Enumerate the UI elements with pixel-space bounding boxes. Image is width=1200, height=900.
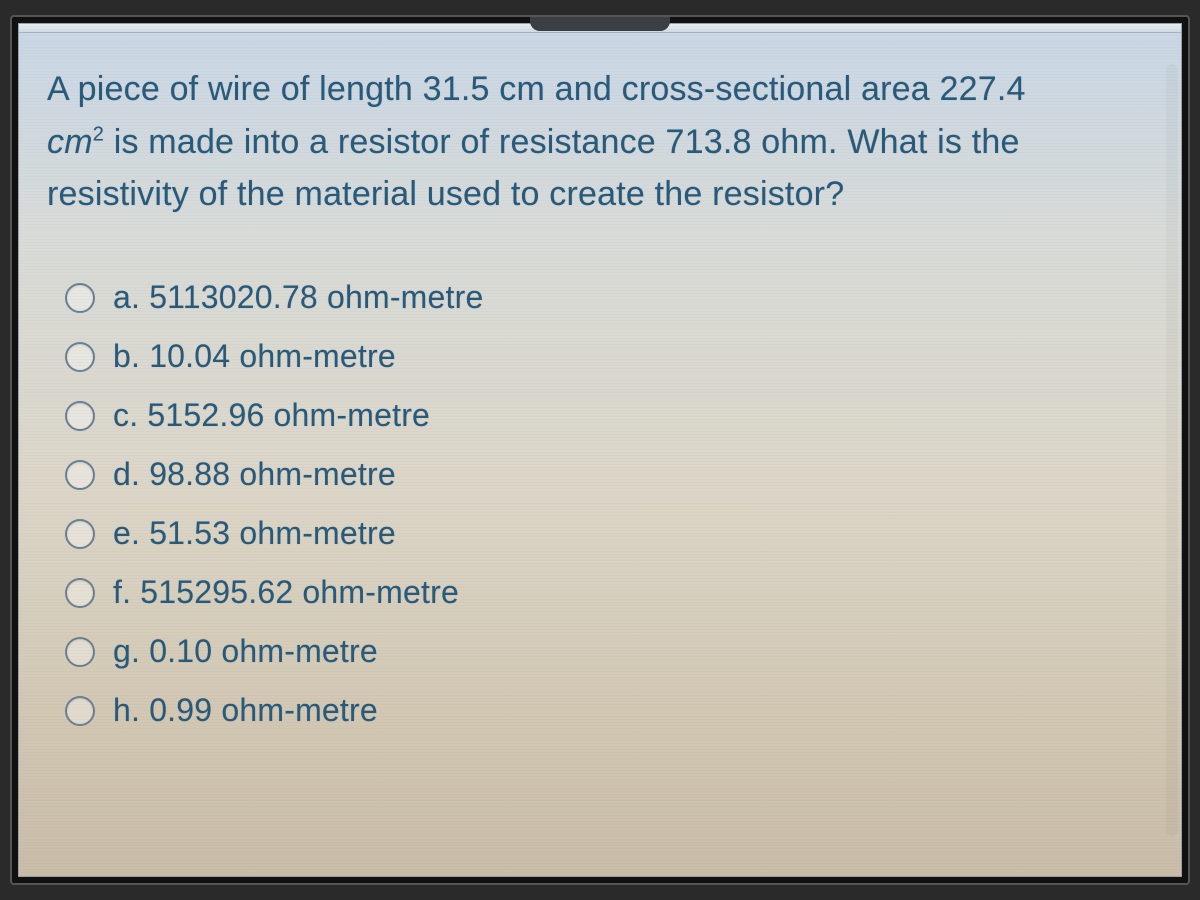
option-letter: h. [113,692,140,728]
area-value: 227.4 [940,70,1026,108]
resistance-value: 713.8 [666,123,752,161]
option-letter: f. [113,574,131,610]
scrollbar[interactable] [1166,64,1178,836]
options-group: a. 5113020.78 ohm-metre b. 10.04 ohm-met… [47,279,1153,729]
radio-icon[interactable] [65,460,95,490]
option-text: 10.04 ohm-metre [149,338,396,374]
option-row-c[interactable]: c. 5152.96 ohm-metre [65,397,1153,434]
device-notch [530,17,670,31]
radio-icon[interactable] [65,696,95,726]
radio-icon[interactable] [65,283,95,313]
area-unit-exponent: 2 [93,123,104,145]
option-row-b[interactable]: b. 10.04 ohm-metre [65,338,1153,375]
option-row-f[interactable]: f. 515295.62 ohm-metre [65,574,1153,611]
radio-icon[interactable] [65,637,95,667]
question-segment: cm and cross-sectional area [490,70,940,108]
option-text: 0.10 ohm-metre [149,633,378,669]
option-text: 515295.62 ohm-metre [140,574,459,610]
question-segment: ohm. What is the [752,123,1020,161]
option-label: h. 0.99 ohm-metre [113,692,378,729]
radio-icon[interactable] [65,342,95,372]
question-segment: is made into a resistor of resistance [104,123,665,161]
option-letter: g. [113,633,140,669]
device-frame: A piece of wire of length 31.5 cm and cr… [10,15,1190,885]
option-text: 98.88 ohm-metre [149,456,396,492]
option-letter: e. [113,515,140,551]
option-label: f. 515295.62 ohm-metre [113,574,459,611]
option-row-g[interactable]: g. 0.10 ohm-metre [65,633,1153,670]
option-label: c. 5152.96 ohm-metre [113,397,430,434]
option-letter: c. [113,397,138,433]
option-text: 0.99 ohm-metre [149,692,378,728]
option-label: g. 0.10 ohm-metre [113,633,378,670]
option-label: e. 51.53 ohm-metre [113,515,396,552]
area-unit-prefix: cm [47,123,93,161]
option-text: 5113020.78 ohm-metre [149,279,483,315]
question-text: A piece of wire of length 31.5 cm and cr… [47,63,1153,221]
question-segment: resistivity of the material used to crea… [47,175,844,213]
option-letter: b. [113,338,140,374]
option-label: a. 5113020.78 ohm-metre [113,279,483,316]
option-row-h[interactable]: h. 0.99 ohm-metre [65,692,1153,729]
option-text: 5152.96 ohm-metre [147,397,430,433]
option-text: 51.53 ohm-metre [149,515,396,551]
quiz-content: A piece of wire of length 31.5 cm and cr… [19,33,1181,749]
radio-icon[interactable] [65,578,95,608]
option-label: b. 10.04 ohm-metre [113,338,396,375]
radio-icon[interactable] [65,519,95,549]
quiz-window: A piece of wire of length 31.5 cm and cr… [18,23,1182,877]
radio-icon[interactable] [65,401,95,431]
option-letter: a. [113,279,140,315]
option-row-a[interactable]: a. 5113020.78 ohm-metre [65,279,1153,316]
option-label: d. 98.88 ohm-metre [113,456,396,493]
option-row-d[interactable]: d. 98.88 ohm-metre [65,456,1153,493]
question-segment: A piece of wire of length [47,70,423,108]
length-value: 31.5 [423,70,490,108]
option-row-e[interactable]: e. 51.53 ohm-metre [65,515,1153,552]
option-letter: d. [113,456,140,492]
